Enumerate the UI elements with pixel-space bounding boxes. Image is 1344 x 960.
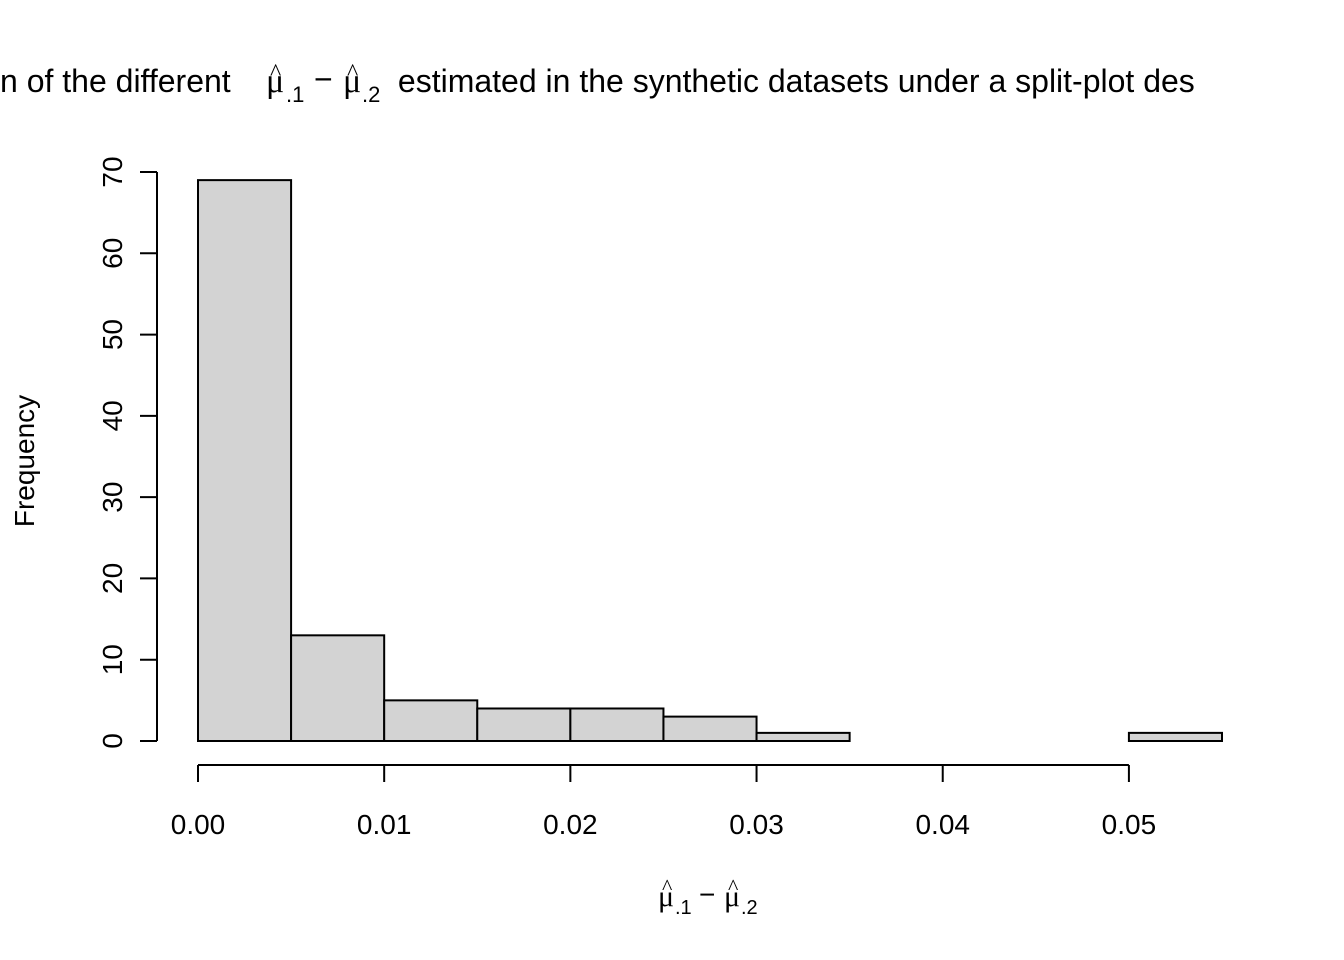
y-tick-label: 0 <box>97 733 128 749</box>
xlabel-hat1: ^ <box>662 874 673 899</box>
title-sub1: .1 <box>286 82 304 107</box>
xlabel-sub2: .2 <box>741 897 758 919</box>
x-tick-label: 0.05 <box>1102 809 1157 840</box>
title-minus: − <box>314 61 333 97</box>
bars-group <box>197 179 1223 743</box>
xlabel-minus: − <box>699 879 715 910</box>
x-tick-label: 0.02 <box>543 809 598 840</box>
xlabel-mu1: μ <box>658 880 674 913</box>
y-tick-label: 50 <box>97 319 128 350</box>
xlabel-mu2: μ <box>724 880 740 913</box>
x-tick-label: 0.00 <box>171 809 226 840</box>
y-axis-label: Frequency <box>9 395 40 527</box>
histogram-bar <box>476 707 572 743</box>
y-tick-label: 10 <box>97 644 128 675</box>
title-sub2: .2 <box>362 82 380 107</box>
histogram-bar <box>569 707 665 743</box>
y-tick-label: 40 <box>97 400 128 431</box>
histogram-bar <box>383 699 479 742</box>
xlabel-hat2: ^ <box>728 874 739 899</box>
title-mu2: μ <box>343 63 361 100</box>
y-tick-label: 60 <box>97 238 128 269</box>
histogram-bar <box>755 731 851 742</box>
xlabel-sub1: .1 <box>675 897 692 919</box>
x-axis: 0.00 0.01 0.02 0.03 0.04 0.05 <box>171 764 1157 840</box>
histogram-bar <box>197 179 293 742</box>
x-axis-label: μ ^ .1 − μ ^ .2 <box>658 874 758 919</box>
histogram-bar <box>290 634 386 742</box>
chart-title-suffix: estimated in the synthetic datasets unde… <box>389 63 1195 99</box>
chart-title-prefix: n of the different <box>0 63 240 99</box>
y-tick-label: 20 <box>97 563 128 594</box>
x-tick-label: 0.03 <box>729 809 784 840</box>
histogram-bar <box>662 715 758 742</box>
title-mu1: μ <box>266 63 284 100</box>
x-tick-label: 0.01 <box>357 809 412 840</box>
chart-title-math: μ ^ .1 − μ ^ .2 <box>266 60 380 107</box>
y-tick-label: 70 <box>97 156 128 187</box>
y-axis: 0 10 20 30 40 50 60 70 <box>97 156 158 749</box>
y-tick-label: 30 <box>97 482 128 513</box>
histogram-bar <box>1127 731 1223 742</box>
title-hat2: ^ <box>347 60 358 86</box>
x-tick-label: 0.04 <box>915 809 970 840</box>
chart-title: n of the different μ ^ .1 − μ ^ .2 estim… <box>0 60 1195 107</box>
title-hat1: ^ <box>270 60 281 86</box>
